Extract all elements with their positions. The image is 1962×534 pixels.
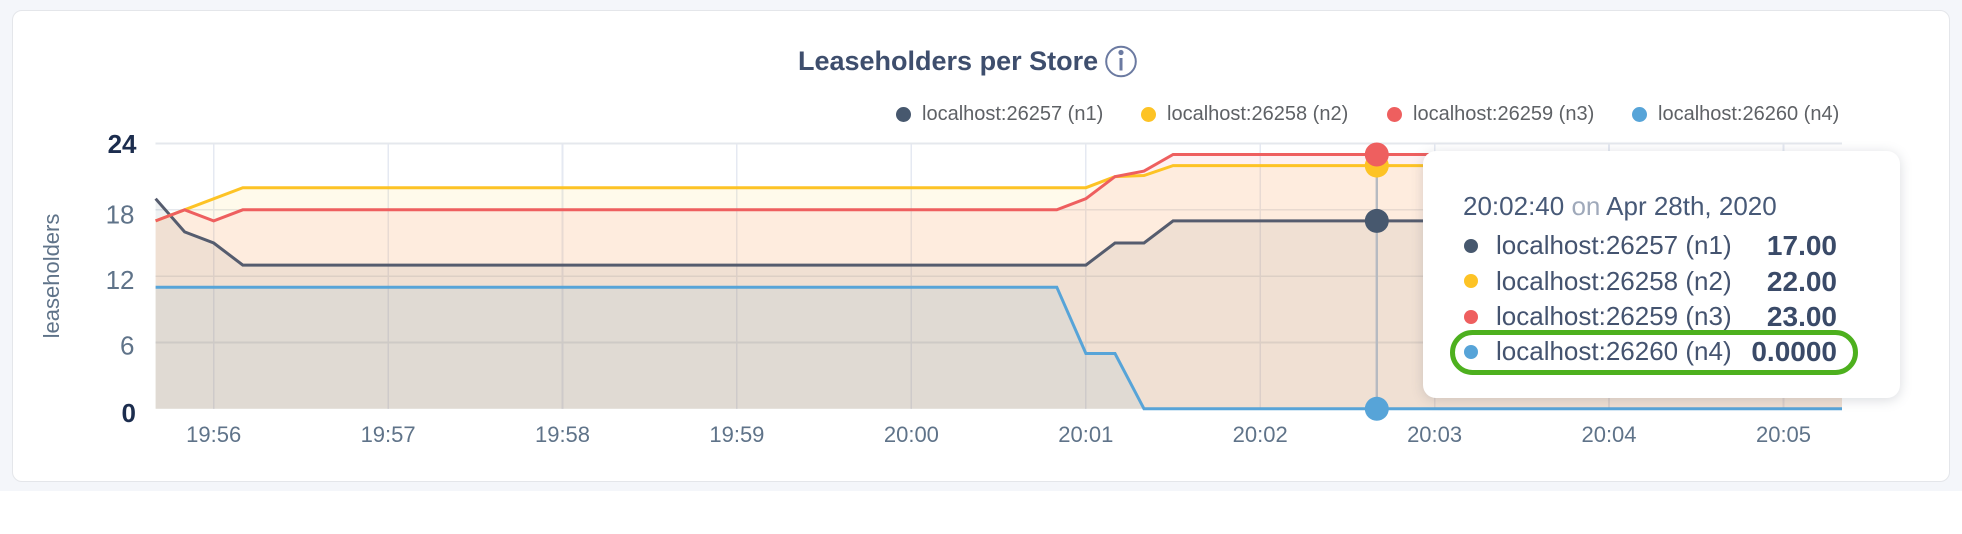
svg-text:18: 18	[106, 200, 135, 230]
svg-text:19:58: 19:58	[535, 422, 590, 447]
svg-text:20:05: 20:05	[1756, 422, 1811, 447]
svg-text:19:59: 19:59	[709, 422, 764, 447]
svg-text:19:57: 19:57	[361, 422, 416, 447]
svg-text:20:04: 20:04	[1581, 422, 1636, 447]
svg-text:leaseholders: leaseholders	[39, 214, 64, 339]
svg-text:19:56: 19:56	[186, 422, 241, 447]
svg-text:0: 0	[122, 398, 136, 428]
svg-text:12: 12	[106, 265, 135, 295]
svg-text:6: 6	[120, 331, 134, 361]
svg-text:20:03: 20:03	[1407, 422, 1462, 447]
svg-text:20:00: 20:00	[884, 422, 939, 447]
svg-text:20:02: 20:02	[1233, 422, 1288, 447]
svg-text:20:01: 20:01	[1058, 422, 1113, 447]
svg-text:24: 24	[108, 129, 137, 159]
